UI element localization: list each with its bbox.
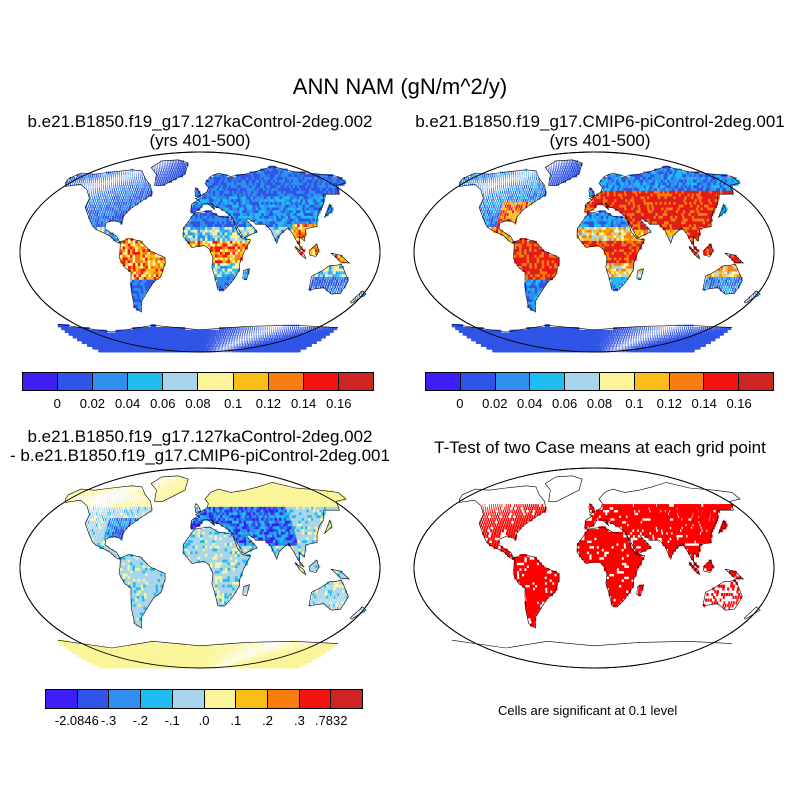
colorbar-tick-label: .1 xyxy=(230,713,242,728)
colorbar-swatch xyxy=(77,690,110,708)
colorbar-swatch xyxy=(172,690,205,708)
map-case2 xyxy=(413,151,775,353)
map-globe-outline xyxy=(413,467,775,669)
colorbar-tick-label: 0.16 xyxy=(326,396,352,411)
colorbar-tick-label: 0.1 xyxy=(224,396,243,411)
significance-note: Cells are significant at 0.1 level xyxy=(498,703,678,718)
colorbar-swatch xyxy=(204,690,237,708)
colorbar-tick-label: .3 xyxy=(293,713,305,728)
colorbar-tick-label: .0 xyxy=(198,713,210,728)
colorbar-tick-label: 0.04 xyxy=(517,396,543,411)
map-ttest xyxy=(413,467,775,669)
map-coastlines xyxy=(451,475,761,649)
map-grid-cells xyxy=(57,476,365,669)
colorbar-tick-label: 0 xyxy=(456,396,464,411)
colorbar-case2 xyxy=(425,372,774,391)
panel-title-ttest: T-Test of two Case means at each grid po… xyxy=(434,438,766,457)
colorbar-tick-label: -.1 xyxy=(164,713,180,728)
panel-title-case2-line1: b.e21.B1850.f19_g17.CMIP6-piControl-2deg… xyxy=(415,112,785,131)
colorbar-swatch xyxy=(599,373,635,390)
map-difference xyxy=(19,467,381,669)
colorbar-swatch xyxy=(268,373,304,390)
colorbar-tick-label: 0.08 xyxy=(185,396,211,411)
panel-title-case2-line2: (yrs 401-500) xyxy=(549,131,651,150)
colorbar-difference-labels: -2.0846 -.3 -.2 -.1 .0 .1 .2 .3 .7832 xyxy=(45,713,363,729)
colorbar-swatch xyxy=(704,373,740,390)
colorbar-swatch xyxy=(338,373,373,390)
colorbar-swatch xyxy=(128,373,164,390)
colorbar-swatch xyxy=(634,373,670,390)
colorbar-tick-label: 0.12 xyxy=(255,396,282,411)
panel-title-case2: b.e21.B1850.f19_g17.CMIP6-piControl-2deg… xyxy=(405,112,795,150)
colorbar-tick-label: -2.0846 xyxy=(54,713,99,728)
colorbar-swatch xyxy=(565,373,600,390)
colorbar-swatch xyxy=(233,373,269,390)
colorbar-swatch xyxy=(299,690,332,708)
map-coastlines xyxy=(57,475,367,649)
colorbar-swatch xyxy=(495,373,531,390)
colorbar-swatch xyxy=(426,373,461,390)
colorbar-tick-label: 0.06 xyxy=(551,396,578,411)
colorbar-swatch xyxy=(198,373,234,390)
colorbar-tick-label: -.3 xyxy=(101,713,117,728)
map-coastlines xyxy=(57,159,367,333)
colorbar-swatch xyxy=(23,373,59,390)
colorbar-swatch xyxy=(739,373,773,390)
colorbar-tick-label: 0.14 xyxy=(691,396,717,411)
colorbar-swatch xyxy=(109,690,142,708)
colorbar-tick-label: -.2 xyxy=(132,713,148,728)
colorbar-tick-label: 0.12 xyxy=(656,396,682,411)
colorbar-swatch xyxy=(163,373,199,390)
colorbar-difference xyxy=(45,689,363,709)
colorbar-swatch xyxy=(460,373,496,390)
colorbar-tick-label: .2 xyxy=(262,713,274,728)
colorbar-case1 xyxy=(22,372,374,391)
colorbar-swatch xyxy=(267,690,300,708)
panel-title-case1-line1: b.e21.B1850.f19_g17.127kaControl-2deg.00… xyxy=(27,112,373,131)
colorbar-tick-label: 0.08 xyxy=(586,396,613,411)
map-coastlines xyxy=(451,159,761,333)
colorbar-swatch xyxy=(58,373,94,390)
panel-title-difference-line2: - b.e21.B1850.f19_g17.CMIP6-piControl-2d… xyxy=(10,446,390,465)
map-case1 xyxy=(19,151,381,353)
colorbar-swatch xyxy=(93,373,129,390)
map-grid-cells xyxy=(57,160,365,353)
colorbar-tick-label: 0.16 xyxy=(726,396,752,411)
colorbar-swatch xyxy=(331,690,363,708)
colorbar-swatch xyxy=(236,690,268,708)
colorbar-swatch xyxy=(669,373,705,390)
panel-title-case1-line2: (yrs 401-500) xyxy=(149,131,251,150)
panel-title-difference-line1: b.e21.B1850.f19_g17.127kaControl-2deg.00… xyxy=(27,427,373,446)
colorbar-swatch xyxy=(530,373,566,390)
colorbar-case1-labels: 0 0.02 0.04 0.06 0.08 0.1 0.12 0.14 0.16 xyxy=(22,396,374,412)
colorbar-tick-label: 0 xyxy=(53,396,61,411)
panel-title-difference: b.e21.B1850.f19_g17.127kaControl-2deg.00… xyxy=(0,427,400,465)
colorbar-tick-label: .7832 xyxy=(314,713,348,728)
colorbar-case2-labels: 0 0.02 0.04 0.06 0.08 0.1 0.12 0.14 0.16 xyxy=(425,396,774,412)
colorbar-tick-label: 0.02 xyxy=(79,396,106,411)
colorbar-tick-label: 0.14 xyxy=(290,396,317,411)
colorbar-tick-label: 0.04 xyxy=(114,396,141,411)
figure-title: ANN NAM (gN/m^2/y) xyxy=(292,74,508,99)
panel-title-case1: b.e21.B1850.f19_g17.127kaControl-2deg.00… xyxy=(20,112,380,150)
colorbar-tick-label: 0.02 xyxy=(482,396,508,411)
colorbar-swatch xyxy=(303,373,339,390)
colorbar-swatch xyxy=(46,690,78,708)
colorbar-tick-label: 0.06 xyxy=(150,396,176,411)
colorbar-tick-label: 0.1 xyxy=(625,396,644,411)
colorbar-swatch xyxy=(141,690,173,708)
